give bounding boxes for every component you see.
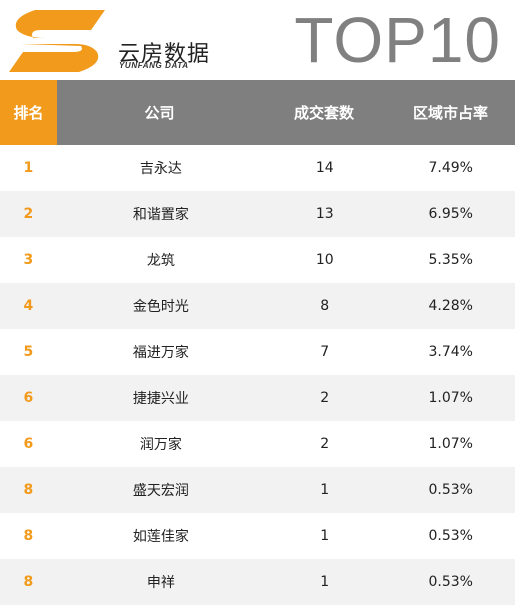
cell-market-share: 3.74% [428,344,473,360]
brand-name-cn: 云房数据 [118,42,211,67]
cell-rank: 8 [23,528,34,544]
page-title: TOP10 [294,4,501,76]
cell-company: 润万家 [139,437,182,453]
cell-deal-count: 7 [320,344,330,360]
cell-deal-count: 2 [320,436,330,452]
table-row: 2 和谐置家 13 6.95% [0,191,515,237]
cell-rank: 5 [23,344,34,360]
yunfang-logo-icon [9,10,105,72]
cell-rank: 8 [23,574,34,590]
cell-company: 盛天宏润 [132,483,189,499]
cell-rank: 6 [23,390,34,406]
cell-company: 捷捷兴业 [132,391,189,407]
cell-company: 吉永达 [139,161,182,177]
cell-rank: 3 [23,252,34,268]
cell-deal-count: 2 [320,390,330,406]
header: 云房数据 YUNFANG DATA TOP10 [0,0,515,80]
cell-company: 如莲佳家 [132,529,189,545]
cell-company: 和谐置家 [132,207,189,223]
table-row: 3 龙筑 10 5.35% [0,237,515,283]
header-company: 公司 [144,104,175,122]
table-body: 1 吉永达 14 7.49% 2 和谐置家 13 6.95% 3 龙筑 10 5… [0,145,515,605]
header-rank: 排名 [0,80,57,145]
cell-rank: 1 [23,160,34,176]
cell-company: 金色时光 [132,299,189,315]
cell-market-share: 0.53% [428,528,473,544]
cell-market-share: 7.49% [428,160,473,176]
cell-market-share: 0.53% [428,482,473,498]
cell-company: 福进万家 [132,345,189,361]
table-row: 5 福进万家 7 3.74% [0,329,515,375]
cell-company: 龙筑 [146,253,175,269]
cell-market-share: 6.95% [428,206,473,222]
cell-rank: 2 [23,206,34,222]
cell-deal-count: 10 [315,252,334,268]
cell-rank: 8 [23,482,34,498]
header-market-share: 区域市占率 [412,104,488,122]
cell-market-share: 0.53% [428,574,473,590]
table-header: 排名 公司 成交套数 区域市占率 [0,80,515,145]
table-row: 6 润万家 2 1.07% [0,421,515,467]
cell-market-share: 1.07% [428,436,473,452]
table-row: 6 捷捷兴业 2 1.07% [0,375,515,421]
cell-market-share: 5.35% [428,252,473,268]
table-row: 8 申祥 1 0.53% [0,559,515,605]
cell-deal-count: 1 [320,574,330,590]
cell-rank: 6 [23,436,34,452]
ranking-table: 排名 公司 成交套数 区域市占率 1 吉永达 14 7.49% 2 和谐置家 1… [0,80,515,605]
cell-deal-count: 1 [320,482,330,498]
cell-market-share: 1.07% [428,390,473,406]
cell-deal-count: 1 [320,528,330,544]
table-row: 4 金色时光 8 4.28% [0,283,515,329]
cell-rank: 4 [23,298,34,314]
cell-deal-count: 13 [315,206,334,222]
cell-deal-count: 8 [320,298,330,314]
cell-deal-count: 14 [315,160,334,176]
brand-name-en: YUNFANG DATA [119,61,189,70]
cell-company: 申祥 [146,575,175,591]
table-row: 8 盛天宏润 1 0.53% [0,467,515,513]
cell-market-share: 4.28% [428,298,473,314]
header-deal-count: 成交套数 [293,104,354,122]
table-row: 1 吉永达 14 7.49% [0,145,515,191]
table-row: 8 如莲佳家 1 0.53% [0,513,515,559]
